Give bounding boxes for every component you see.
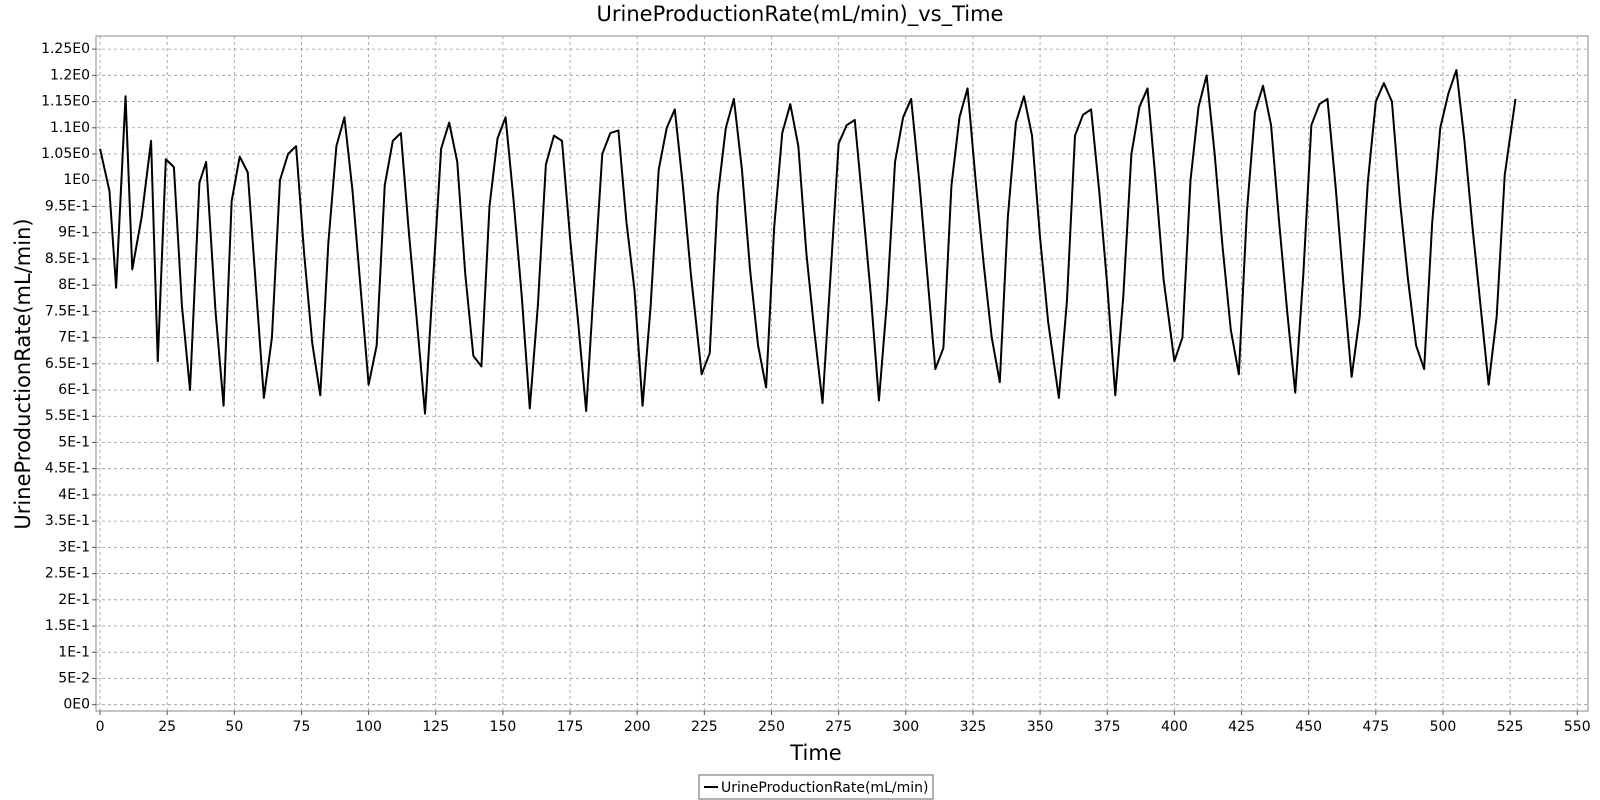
y-tick-label: 2E-1 [58,592,90,608]
y-tick-label: 1.05E0 [41,146,90,162]
x-tick-label: 0 [96,719,105,735]
x-tick-label: 225 [691,719,718,735]
x-axis-label: Time [789,741,841,765]
y-tick-label: 9.5E-1 [45,198,90,214]
x-tick-label: 300 [892,719,919,735]
x-tick-label: 350 [1027,719,1054,735]
y-axis-label: UrineProductionRate(mL/min) [11,218,35,529]
y-tick-label: 3E-1 [58,539,90,555]
x-tick-label: 475 [1362,719,1389,735]
x-tick-label: 75 [293,719,311,735]
x-tick-label: 375 [1094,719,1121,735]
y-tick-label: 4.5E-1 [45,461,90,477]
y-tick-label: 1.5E-1 [45,618,90,634]
x-tick-label: 200 [624,719,651,735]
y-tick-label: 6.5E-1 [45,356,90,372]
y-tick-label: 5E-1 [58,434,90,450]
y-tick-label: 6E-1 [58,382,90,398]
x-tick-label: 100 [355,719,382,735]
y-tick-label: 1E0 [63,172,90,188]
y-tick-label: 1E-1 [58,644,90,660]
x-tick-label: 150 [490,719,517,735]
y-tick-label: 8E-1 [58,277,90,293]
x-tick-label: 325 [960,719,987,735]
y-tick-label: 5.5E-1 [45,408,90,424]
x-tick-label: 450 [1295,719,1322,735]
x-tick-label: 400 [1161,719,1188,735]
y-tick-label: 3.5E-1 [45,513,90,529]
y-tick-label: 1.25E0 [41,41,90,57]
y-tick-label: 5E-2 [58,670,90,686]
x-tick-label: 425 [1228,719,1255,735]
plot-area [95,35,1589,712]
legend-label: UrineProductionRate(mL/min) [721,780,928,796]
data-line [99,69,1517,415]
y-tick-label: 8.5E-1 [45,251,90,267]
legend-box [698,774,934,800]
y-tick-label: 0E0 [63,697,90,713]
x-tick-label: 175 [557,719,584,735]
x-tick-label: 250 [758,719,785,735]
y-tick-label: 2.5E-1 [45,566,90,582]
chart-title: UrineProductionRate(mL/min)_vs_Time [597,2,1004,27]
y-tick-label: 7E-1 [58,330,90,346]
x-tick-label: 25 [158,719,176,735]
x-tick-label: 275 [825,719,852,735]
x-tick-label: 525 [1497,719,1524,735]
y-tick-label: 4E-1 [58,487,90,503]
y-tick-label: 1.15E0 [41,94,90,110]
y-tick-label: 1.1E0 [50,120,90,136]
x-tick-label: 500 [1430,719,1457,735]
x-tick-label: 125 [422,719,449,735]
x-tick-label: 50 [225,719,243,735]
y-tick-label: 1.2E0 [50,67,90,83]
y-tick-label: 7.5E-1 [45,303,90,319]
y-tick-label: 9E-1 [58,225,90,241]
x-tick-label: 550 [1564,719,1591,735]
